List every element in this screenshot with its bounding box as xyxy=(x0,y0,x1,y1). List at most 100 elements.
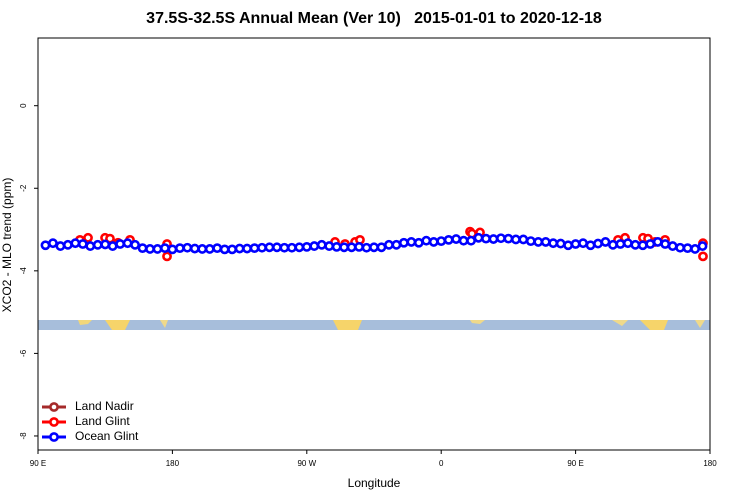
point xyxy=(436,236,447,247)
point xyxy=(533,237,544,247)
point xyxy=(682,243,693,254)
point xyxy=(346,242,357,253)
y-tick-label: 0 xyxy=(19,103,28,108)
x-tick-label: 90 E xyxy=(30,459,46,468)
point xyxy=(92,239,103,250)
y-tick-label: -4 xyxy=(19,267,28,275)
point xyxy=(219,244,230,255)
point xyxy=(466,235,476,246)
point xyxy=(525,236,536,247)
point xyxy=(503,233,514,244)
point xyxy=(62,239,73,250)
point xyxy=(518,234,529,245)
point xyxy=(548,238,559,249)
point xyxy=(324,241,335,251)
point xyxy=(137,243,148,254)
point xyxy=(167,244,178,255)
point xyxy=(212,243,223,254)
point xyxy=(361,242,372,253)
point xyxy=(257,242,267,253)
point xyxy=(570,239,581,249)
point xyxy=(70,238,81,249)
point xyxy=(316,239,327,250)
point xyxy=(398,237,409,248)
point xyxy=(107,241,118,251)
point xyxy=(697,241,708,251)
point xyxy=(130,239,140,250)
point xyxy=(354,241,364,252)
point xyxy=(309,241,320,251)
legend-marker xyxy=(49,402,59,412)
point xyxy=(555,238,566,249)
point xyxy=(152,244,163,254)
point xyxy=(286,242,297,253)
point xyxy=(85,241,96,251)
point xyxy=(391,239,402,250)
point xyxy=(428,237,439,247)
point xyxy=(413,237,424,248)
point xyxy=(100,239,111,250)
point xyxy=(162,251,172,262)
point xyxy=(600,237,611,247)
point xyxy=(182,242,193,253)
point xyxy=(481,233,491,244)
point xyxy=(242,243,252,254)
point xyxy=(652,237,663,247)
point xyxy=(301,241,312,252)
point xyxy=(406,237,417,247)
point xyxy=(55,241,66,251)
point xyxy=(369,242,379,253)
x-tick-label: 90 W xyxy=(297,459,316,468)
point xyxy=(115,239,126,249)
point xyxy=(421,235,432,246)
point xyxy=(488,234,499,244)
point xyxy=(234,243,245,254)
chart-title: 37.5S-32.5S Annual Mean (Ver 10) 2015-01… xyxy=(146,10,602,27)
point xyxy=(339,242,350,253)
x-tick-label: 0 xyxy=(439,459,444,468)
legend-label: Ocean Glint xyxy=(75,429,139,443)
point xyxy=(585,240,596,251)
point xyxy=(563,240,574,251)
point xyxy=(496,233,506,244)
legend-label: Land Glint xyxy=(75,414,130,428)
x-tick-label: 180 xyxy=(703,459,717,468)
point xyxy=(249,243,260,254)
point xyxy=(473,232,484,243)
point xyxy=(451,234,462,244)
point xyxy=(160,243,170,254)
point xyxy=(376,242,387,253)
point xyxy=(540,237,551,247)
point xyxy=(122,238,133,249)
point xyxy=(645,239,656,249)
legend-label: Land Nadir xyxy=(75,399,134,413)
point xyxy=(272,242,282,253)
point xyxy=(331,241,342,252)
point xyxy=(189,243,200,254)
point xyxy=(264,242,275,253)
point xyxy=(690,244,700,254)
point xyxy=(630,239,641,250)
point xyxy=(660,239,671,249)
point xyxy=(608,239,618,250)
x-axis-label: Longitude xyxy=(348,476,401,490)
point xyxy=(637,240,648,251)
x-tick-label: 90 E xyxy=(567,459,583,468)
point xyxy=(443,234,454,245)
point xyxy=(197,244,208,254)
point xyxy=(675,242,686,253)
point xyxy=(279,242,290,253)
plot-frame xyxy=(37,37,711,451)
x-tick-label: 180 xyxy=(166,459,180,468)
legend-marker xyxy=(49,417,59,427)
point xyxy=(77,239,88,249)
legend-marker xyxy=(49,432,59,442)
y-tick-label: -6 xyxy=(19,349,28,357)
point xyxy=(40,240,51,251)
point xyxy=(48,238,58,249)
point xyxy=(83,232,93,243)
point xyxy=(667,241,678,251)
y-tick-label: -8 xyxy=(19,432,28,440)
point xyxy=(698,251,708,262)
